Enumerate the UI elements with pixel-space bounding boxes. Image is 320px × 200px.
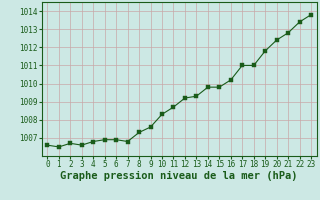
X-axis label: Graphe pression niveau de la mer (hPa): Graphe pression niveau de la mer (hPa) — [60, 171, 298, 181]
